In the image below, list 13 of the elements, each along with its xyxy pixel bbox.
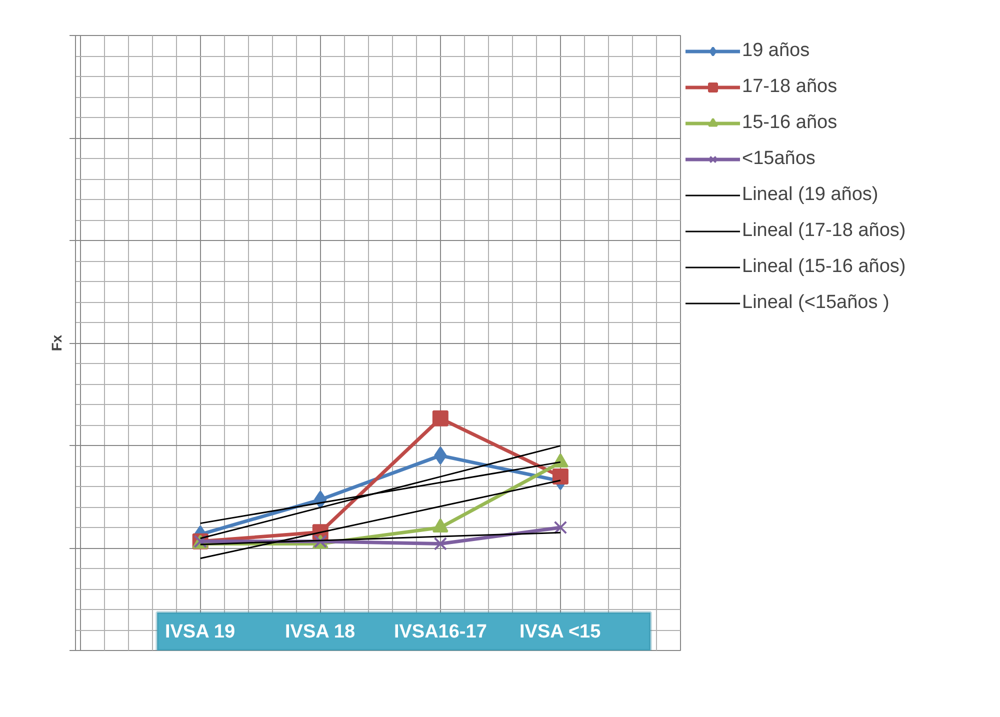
x-tick-label: IVSA 19 (164, 622, 236, 642)
legend-label: 17-18 años (742, 76, 838, 98)
legend-label: Lineal (15-16 años) (742, 256, 906, 278)
x-tick-label: IVSA <15 (520, 622, 602, 642)
x-tick-label: IVSA16-17 (394, 622, 487, 642)
legend-label: Lineal (<15años ) (742, 292, 890, 314)
y-axis-title: Fx (48, 334, 64, 352)
x-tick-label: IVSA 18 (285, 622, 356, 642)
legend-label: Lineal (17-18 años) (742, 220, 906, 242)
legend-label: 19 años (742, 40, 810, 62)
legend-label: Lineal (19 años) (742, 184, 878, 206)
legend-label: <15años (742, 148, 816, 170)
legend-label: 15-16 años (742, 112, 838, 134)
